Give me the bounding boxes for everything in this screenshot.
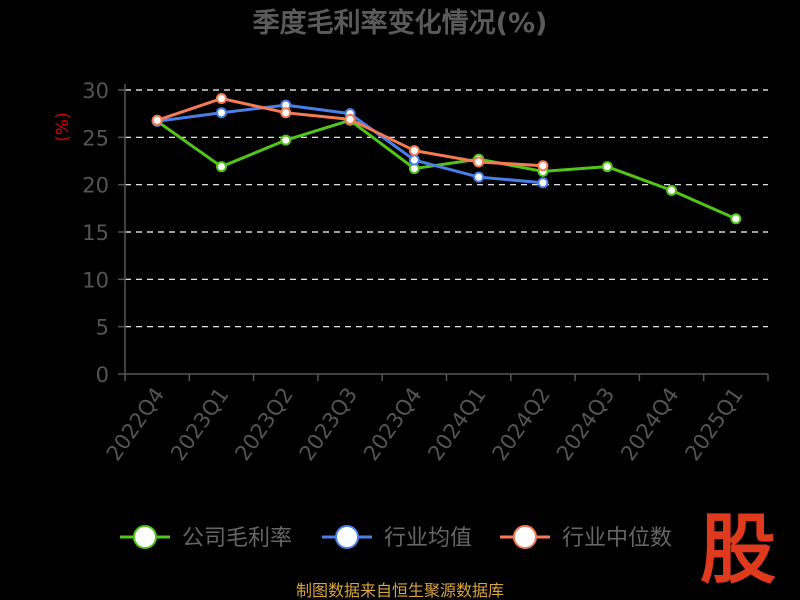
y-tick-label: 15: [82, 221, 109, 245]
data-point: [280, 134, 292, 146]
legend-marker: [335, 525, 359, 549]
y-tick-label: 30: [82, 79, 109, 103]
grid-lines: [125, 89, 768, 328]
y-tick-label: 20: [82, 174, 109, 198]
data-point: [408, 145, 420, 157]
x-tick-labels: 2022Q42023Q12023Q22023Q32023Q42024Q12024…: [102, 383, 748, 465]
legend-item: 行业均值: [322, 525, 472, 551]
chart-title: 季度毛利率变化情况(%): [253, 7, 548, 39]
x-tick-label: 2024Q3: [552, 383, 619, 465]
y-tick-label: 10: [82, 268, 109, 292]
series-1: [151, 99, 549, 189]
axes: [118, 84, 769, 381]
data-point: [601, 161, 613, 173]
data-point: [344, 113, 356, 125]
legend: 公司毛利率 行业均值 行业中位数: [120, 525, 672, 551]
x-tick-label: 2025Q1: [680, 383, 747, 465]
y-tick-label: 25: [82, 126, 109, 150]
x-tick-label: 2024Q4: [616, 383, 683, 465]
x-tick-label: 2023Q1: [166, 383, 233, 465]
source-note: 制图数据来自恒生聚源数据库: [296, 581, 504, 600]
y-tick-labels: 0 5 10 15 20 25 30: [82, 79, 109, 387]
data-point: [408, 154, 420, 166]
legend-label: 行业中位数: [562, 526, 672, 551]
data-point: [215, 107, 227, 119]
x-tick-label: 2022Q4: [102, 383, 169, 465]
data-point: [730, 213, 742, 225]
y-axis-label: (%): [53, 112, 73, 141]
series-lines: [151, 93, 742, 225]
data-point: [537, 177, 549, 189]
legend-item: 公司毛利率: [120, 525, 292, 551]
data-point: [280, 107, 292, 119]
legend-marker: [513, 525, 537, 549]
series-2: [151, 93, 549, 172]
x-tick-label: 2024Q2: [488, 383, 555, 465]
data-point: [537, 160, 549, 172]
x-tick-label: 2023Q4: [359, 383, 426, 465]
y-tick-label: 5: [96, 316, 109, 340]
data-point: [666, 184, 678, 196]
x-tick-label: 2023Q3: [295, 383, 362, 465]
legend-label: 公司毛利率: [182, 526, 292, 551]
data-point: [151, 114, 163, 126]
legend-marker: [133, 525, 157, 549]
logo-mark: 股: [700, 505, 776, 594]
data-point: [473, 156, 485, 168]
data-point: [215, 161, 227, 173]
y-tick-label: 0: [96, 363, 109, 387]
legend-item: 行业中位数: [500, 525, 672, 551]
data-point: [473, 171, 485, 183]
legend-label: 行业均值: [384, 526, 472, 551]
series-line: [156, 118, 737, 221]
x-tick-label: 2023Q2: [230, 383, 297, 465]
x-tick-label: 2024Q1: [423, 383, 490, 465]
data-point: [215, 93, 227, 105]
